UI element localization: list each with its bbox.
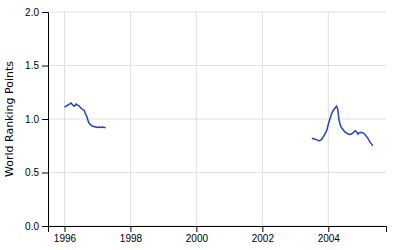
y-axis-label: World Ranking Points (3, 61, 16, 177)
grid-line-y (48, 119, 386, 120)
tick-mark (130, 226, 131, 232)
grid (48, 12, 386, 226)
y-axis: 0.0 0.5 1.0 1.5 2.0 (25, 7, 48, 232)
tick-mark (42, 226, 48, 227)
tick-label: 1.5 (25, 60, 39, 71)
tick-mark (42, 119, 48, 120)
tick-label: 0.0 (25, 221, 39, 232)
axis-line (42, 13, 49, 227)
series-line (312, 106, 373, 146)
tick-label: 1.0 (25, 114, 39, 125)
tick-mark (262, 226, 263, 232)
grid-line-y (48, 172, 386, 173)
tick: 2.0 (25, 7, 48, 18)
tick: 2002 (252, 226, 275, 244)
tick: 1998 (120, 226, 143, 244)
series-line (64, 103, 105, 128)
tick-mark (196, 226, 197, 232)
axis-line (49, 227, 387, 233)
tick-label: 1996 (54, 233, 77, 244)
tick: 0.0 (25, 221, 48, 232)
tick: 2000 (186, 226, 209, 244)
x-axis: 1996 1998 2000 2002 2004 (49, 226, 387, 244)
tick: 1.0 (25, 114, 48, 125)
grid-line-y (48, 12, 386, 13)
tick-mark (42, 173, 48, 174)
tick-label: 0.5 (25, 167, 39, 178)
tick-mark (42, 66, 48, 67)
tick-mark (64, 226, 65, 232)
tick: 2004 (318, 226, 341, 244)
tick-label: 2002 (252, 233, 275, 244)
chart: 1996 1998 2000 2002 2004 0.0 0.5 1.0 1.5 2.0 World… (0, 0, 400, 250)
tick-mark (42, 12, 48, 13)
tick: 0.5 (25, 167, 48, 178)
plot: 1996 1998 2000 2002 2004 0.0 0.5 1.0 1.5 2.0 (25, 7, 386, 244)
tick-label: 2004 (318, 233, 341, 244)
grid-line-y (48, 65, 386, 66)
tick-label: 1998 (120, 233, 143, 244)
lines (64, 103, 372, 146)
tick-label: 2.0 (25, 7, 39, 18)
tick: 1.5 (25, 60, 48, 71)
tick: 1996 (54, 226, 77, 244)
tick-label: 2000 (186, 233, 209, 244)
tick-mark (328, 226, 329, 232)
